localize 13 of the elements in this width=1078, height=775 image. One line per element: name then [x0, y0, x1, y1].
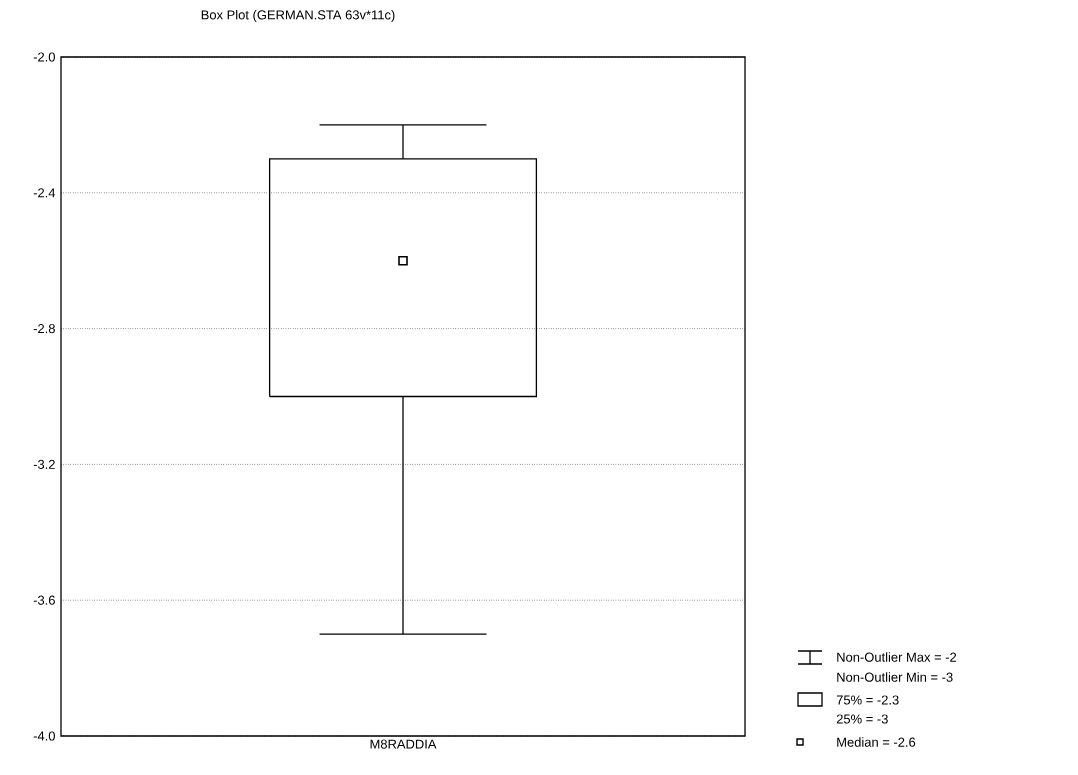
x-tick-label: M8RADDIA: [370, 739, 437, 749]
text: Non-Outlier Max = -2: [837, 652, 957, 662]
y-tick-label: -3.6: [33, 595, 55, 605]
y-tick-label: -3.2: [33, 459, 55, 469]
y-tick-label: -2.0: [33, 52, 55, 62]
text: 25% = -3: [836, 714, 888, 724]
y-tick-label: -2.4: [33, 188, 56, 198]
chart-title: Box Plot (GERMAN.STA 63v*11c): [201, 9, 395, 23]
text: Non-Outlier Min = -3: [837, 672, 953, 682]
y-tick-label: -2.8: [33, 324, 55, 334]
text: Median = -2.6: [837, 737, 916, 747]
y-tick-label: -4.0: [33, 731, 55, 741]
text: 75% = -2.3: [836, 695, 899, 705]
